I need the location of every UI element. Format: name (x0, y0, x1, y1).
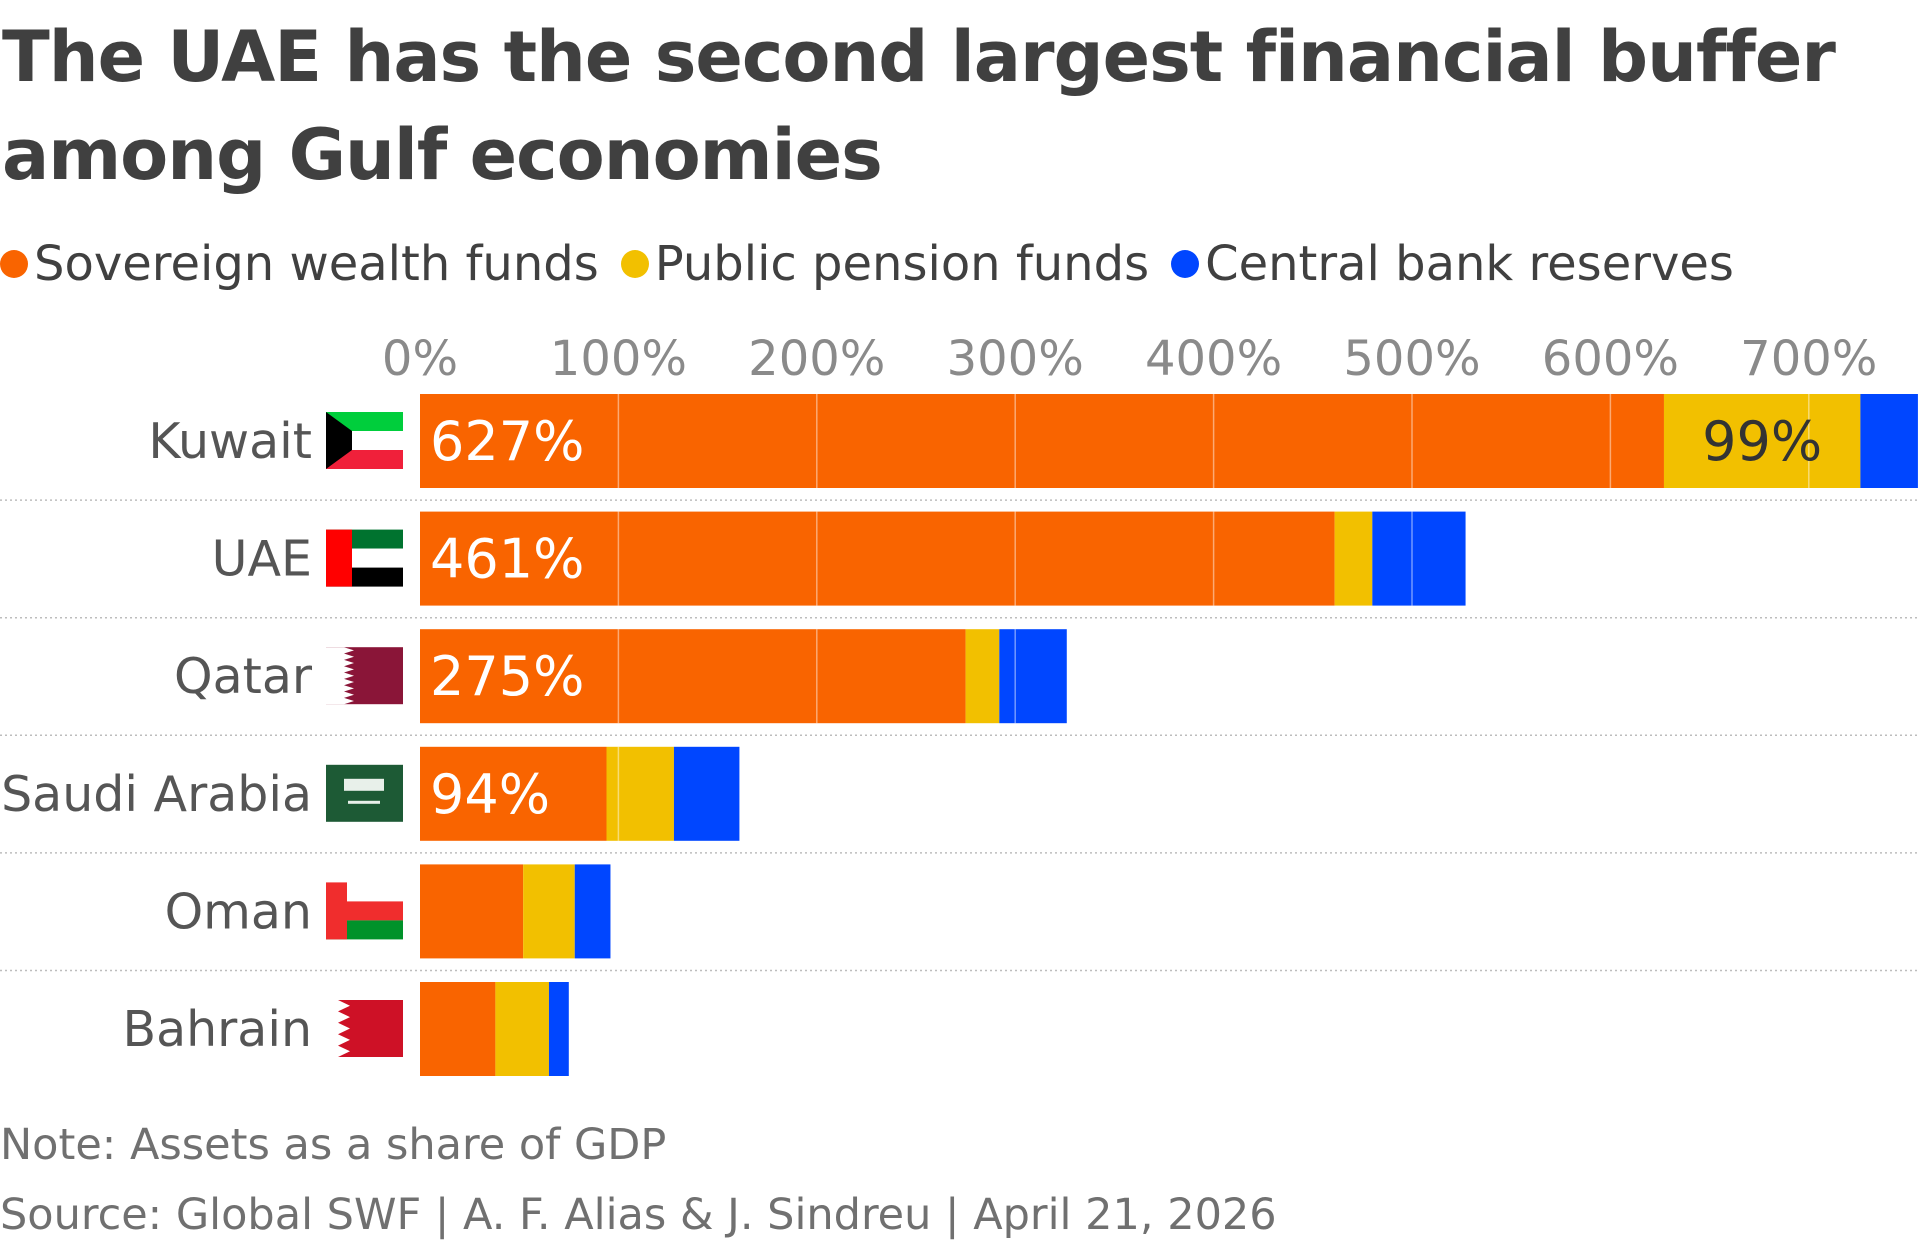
qatar-flag-icon (326, 647, 403, 705)
bar-sovereign-wealth-funds (420, 982, 496, 1076)
x-tick-label: 100% (550, 331, 687, 387)
legend-item-swf: Sovereign wealth funds (0, 236, 599, 292)
bar-sovereign-wealth-funds (420, 629, 966, 724)
bahrain-flag-icon (338, 1000, 403, 1057)
category-label: Qatar (174, 648, 313, 705)
bar-sovereign-wealth-funds (420, 864, 524, 959)
category-label: Oman (165, 883, 312, 940)
saudi-arabia-flag-icon (326, 764, 403, 822)
legend-swatch-pension (620, 250, 649, 278)
bar-central-bank-reserves (1372, 511, 1466, 606)
legend-swatch-swf (0, 250, 28, 278)
category-label: Bahrain (122, 1001, 312, 1058)
bar-public-pension-funds (965, 629, 1000, 724)
legend-label-central-bank: Central bank reserves (1205, 236, 1734, 292)
bar-central-bank-reserves (673, 746, 740, 841)
bar-public-pension-funds (1334, 511, 1373, 606)
x-tick-label: 400% (1145, 331, 1282, 387)
category-label: Kuwait (148, 413, 312, 470)
uae-flag-icon (326, 529, 403, 587)
kuwait-flag-icon (326, 412, 403, 469)
bar-central-bank-reserves (999, 629, 1067, 724)
data-label: 94% (430, 763, 550, 826)
data-label: 275% (430, 645, 584, 708)
bar-central-bank-reserves (548, 982, 569, 1076)
x-tick-label: 300% (947, 331, 1084, 387)
category-label: Saudi Arabia (1, 766, 312, 823)
bar-sovereign-wealth-funds (420, 511, 1335, 606)
legend: Sovereign wealth funds Public pension fu… (0, 236, 1734, 292)
legend-label-swf: Sovereign wealth funds (34, 236, 599, 292)
chart-title: The UAE has the second largest financial… (2, 16, 1836, 196)
chart-source: Source: Global SWF | A. F. Alias & J. Si… (0, 1190, 1277, 1240)
bar-public-pension-funds (495, 982, 549, 1076)
bar-central-bank-reserves (574, 864, 611, 959)
chart-note: Note: Assets as a share of GDP (0, 1120, 667, 1170)
bar-sovereign-wealth-funds (420, 394, 1664, 488)
bar-central-bank-reserves (1860, 394, 1918, 488)
bar-public-pension-funds (523, 864, 575, 959)
category-label: UAE (212, 531, 312, 588)
legend-item-central-bank: Central bank reserves (1171, 236, 1734, 292)
x-tick-label: 600% (1542, 331, 1679, 387)
data-label: 461% (430, 528, 584, 591)
bar-sovereign-wealth-funds (420, 746, 607, 841)
x-tick-label: 0% (382, 331, 458, 387)
data-label: 627% (430, 410, 584, 473)
bar-public-pension-funds (606, 746, 674, 841)
x-tick-label: 700% (1740, 331, 1877, 387)
x-tick-label: 500% (1343, 331, 1480, 387)
legend-label-pension: Public pension funds (654, 236, 1150, 292)
oman-flag-icon (326, 882, 403, 940)
bar-public-pension-funds (1663, 394, 1861, 488)
data-label: 99% (1702, 410, 1822, 473)
x-tick-label: 200% (748, 331, 885, 387)
legend-item-pension: Public pension funds (620, 236, 1150, 292)
legend-swatch-central-bank (1171, 250, 1200, 278)
